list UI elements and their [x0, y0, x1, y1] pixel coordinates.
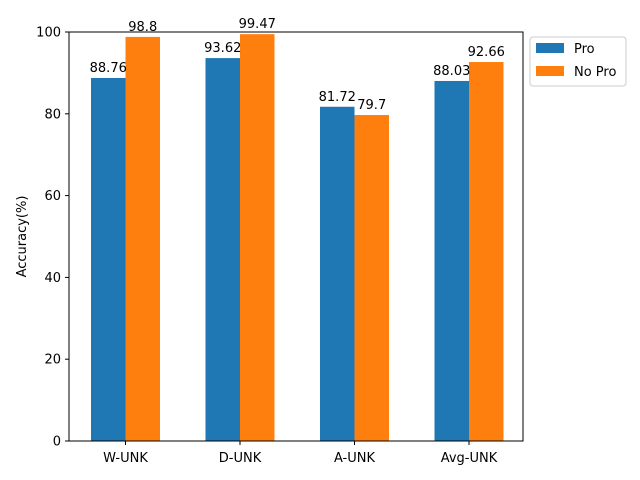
bar-pro-w-unk	[91, 77, 126, 441]
bar-no-pro-d-unk	[240, 34, 275, 442]
x-axis: W-UNK D-UNK A-UNK Avg-UNK	[103, 441, 498, 466]
bar-pro-d-unk	[205, 58, 240, 441]
value-label-pro-d-unk: 93.62	[204, 41, 241, 56]
y-axis-label: Accuracy(%)	[15, 196, 30, 278]
value-label-pro-a-unk: 81.72	[319, 90, 356, 105]
x-tick-label-a-unk: A-UNK	[334, 451, 376, 466]
bar-pro-a-unk	[320, 106, 355, 441]
y-tick-label-0: 0	[53, 435, 61, 450]
bar-no-pro-w-unk	[125, 36, 160, 442]
legend-swatch-no-pro	[536, 66, 564, 76]
x-tick-label-d-unk: D-UNK	[219, 451, 262, 466]
value-label-no-pro-w-unk: 98.8	[128, 20, 157, 35]
value-label-no-pro-avg-unk: 92.66	[468, 45, 505, 60]
value-label-no-pro-a-unk: 79.7	[357, 98, 386, 113]
x-tick-label-w-unk: W-UNK	[103, 451, 148, 466]
bar-no-pro-a-unk	[354, 115, 389, 441]
y-tick-label-40: 40	[44, 271, 61, 286]
bar-no-pro-avg-unk	[469, 62, 504, 441]
value-label-pro-avg-unk: 88.03	[433, 64, 470, 79]
plot-area-frame	[68, 31, 524, 442]
legend-label-pro: Pro	[574, 42, 595, 57]
bars-layer	[91, 34, 504, 442]
y-tick-label-100: 100	[36, 26, 61, 41]
legend-swatch-pro	[536, 43, 564, 53]
value-label-no-pro-d-unk: 99.47	[239, 17, 276, 32]
y-tick-label-20: 20	[44, 353, 61, 368]
bar-pro-avg-unk	[434, 80, 469, 441]
legend-label-no-pro: No Pro	[574, 65, 616, 80]
value-label-pro-w-unk: 88.76	[90, 61, 127, 76]
y-tick-label-60: 60	[44, 189, 61, 204]
y-tick-label-80: 80	[44, 107, 61, 122]
y-axis: 0 20 40 60 80 100	[36, 26, 69, 450]
legend: Pro No Pro	[529, 36, 627, 87]
x-tick-label-avg-unk: Avg-UNK	[441, 451, 498, 466]
